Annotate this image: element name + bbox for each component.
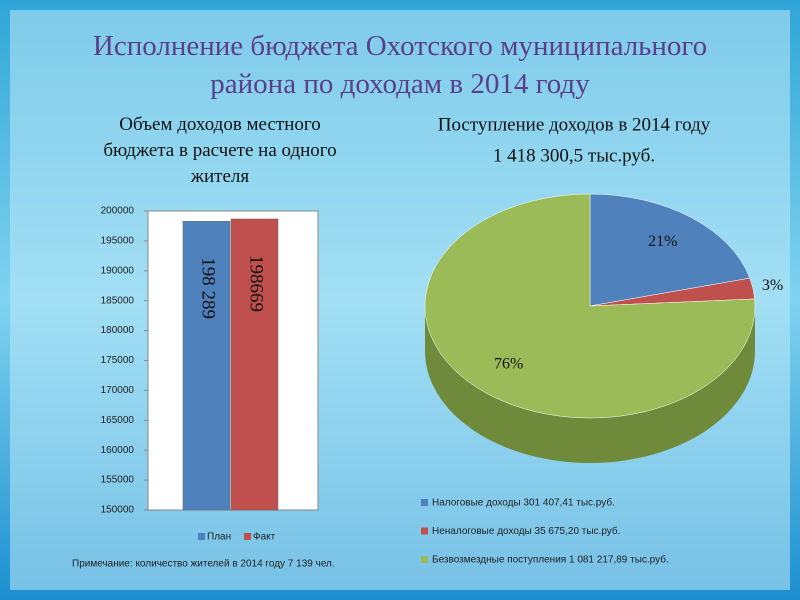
value-label: 21%: [648, 233, 677, 250]
y-tick-label: 185000: [101, 295, 135, 306]
value-label: 76%: [494, 355, 523, 372]
pie-slice: [424, 193, 756, 419]
note: Примечание: количество жителей в 2014 го…: [72, 559, 335, 570]
legend-label: План: [207, 532, 231, 543]
legend-swatch: [421, 556, 428, 563]
y-tick-label: 190000: [101, 265, 135, 276]
y-tick-label: 160000: [101, 445, 135, 456]
y-tick-label: 200000: [101, 206, 135, 217]
pie-side: [425, 306, 755, 463]
legend-swatch: [421, 499, 428, 506]
chart-subtitle: 1 418 300,5 тыс.руб.: [493, 145, 655, 166]
value-label: 198 289: [198, 257, 219, 319]
y-tick-label: 175000: [101, 355, 135, 366]
y-tick-label: 180000: [101, 325, 135, 336]
chart-title: Объем доходов местного бюджета в расчете …: [103, 114, 336, 187]
legend-swatch: [244, 533, 251, 540]
legend-label: Неналоговые доходы 35 675,20 тыс.руб.: [432, 525, 620, 537]
bar: [182, 220, 231, 511]
legend-label: Налоговые доходы 301 407,41 тыс.руб.: [432, 497, 615, 509]
y-tick-label: 165000: [101, 415, 135, 426]
pie-slice: [589, 193, 751, 307]
y-tick-label: 150000: [101, 505, 135, 516]
y-tick-label: 170000: [101, 385, 135, 396]
bar: [230, 218, 279, 511]
y-tick-label: 195000: [101, 236, 135, 247]
value-label: 198669: [246, 255, 267, 312]
value-label: 3%: [762, 277, 783, 294]
legend-swatch: [198, 533, 205, 540]
legend-label: Факт: [253, 532, 276, 543]
y-tick-label: 155000: [101, 475, 135, 486]
legend-label: Безвозмездные поступления 1 081 217,89 т…: [432, 554, 669, 566]
chart-title: Поступление доходов в 2014 году: [438, 114, 711, 135]
slide-title: Исполнение бюджета Охотского муниципальн…: [93, 30, 707, 100]
legend-swatch: [421, 527, 428, 535]
